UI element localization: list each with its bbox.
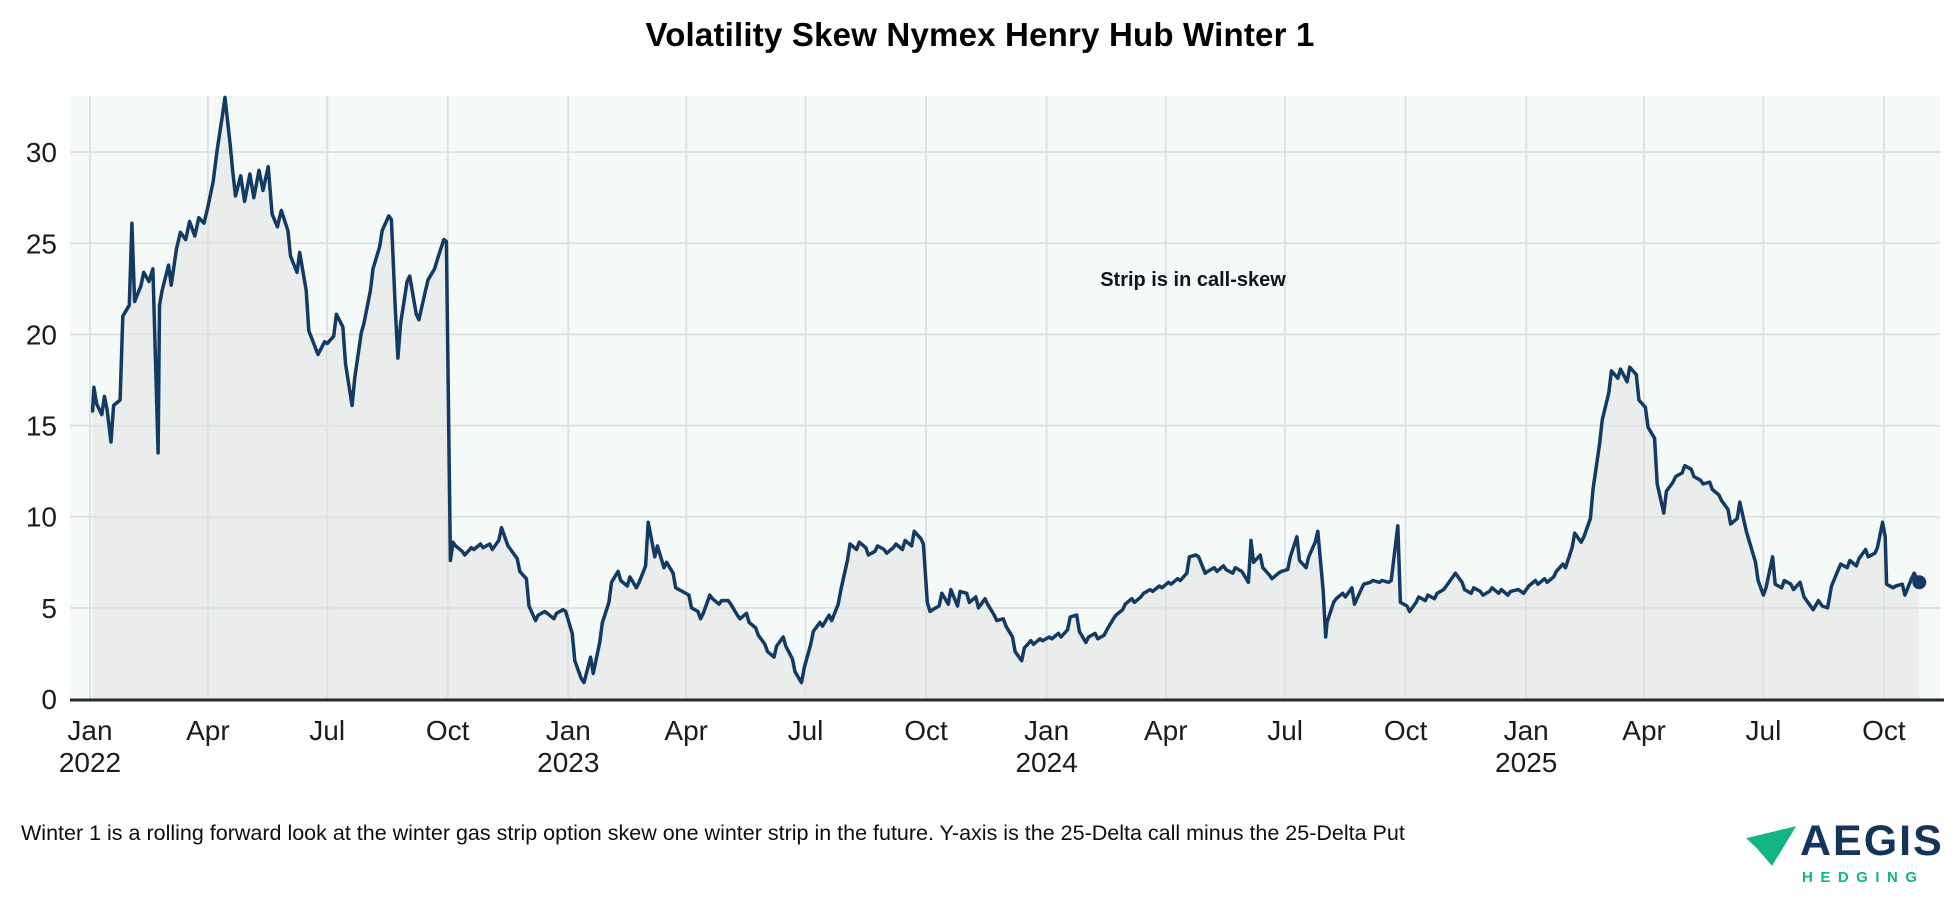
svg-text:Jul: Jul <box>1267 715 1303 746</box>
svg-text:Oct: Oct <box>1862 715 1906 746</box>
svg-text:Jan: Jan <box>546 715 591 746</box>
aegis-logo-row: AEGIS <box>1746 820 1956 868</box>
svg-text:30: 30 <box>26 137 57 168</box>
call-skew-annotation: Strip is in call-skew <box>1100 269 1286 291</box>
svg-text:Oct: Oct <box>426 715 470 746</box>
svg-text:Jan: Jan <box>67 715 112 746</box>
svg-text:2023: 2023 <box>537 747 599 778</box>
svg-text:Apr: Apr <box>664 715 708 746</box>
svg-text:25: 25 <box>26 228 57 259</box>
svg-text:Oct: Oct <box>904 715 948 746</box>
svg-text:Apr: Apr <box>186 715 230 746</box>
svg-text:15: 15 <box>26 411 57 442</box>
svg-text:Jan: Jan <box>1024 715 1069 746</box>
aegis-wordmark: AEGIS <box>1800 817 1944 865</box>
chart-title: Volatility Skew Nymex Henry Hub Winter 1 <box>645 16 1315 53</box>
svg-text:20: 20 <box>26 319 57 350</box>
svg-text:10: 10 <box>26 502 57 533</box>
svg-text:Jul: Jul <box>309 715 345 746</box>
footnote-text: Winter 1 is a rolling forward look at th… <box>21 821 1405 845</box>
svg-text:Oct: Oct <box>1384 715 1428 746</box>
svg-text:Jul: Jul <box>1746 715 1782 746</box>
svg-text:2025: 2025 <box>1495 747 1557 778</box>
svg-text:0: 0 <box>41 684 57 715</box>
svg-text:2022: 2022 <box>59 747 121 778</box>
svg-text:Apr: Apr <box>1622 715 1666 746</box>
aegis-flag-icon <box>1746 826 1797 866</box>
svg-text:Apr: Apr <box>1144 715 1188 746</box>
svg-text:5: 5 <box>41 593 57 624</box>
svg-text:Jul: Jul <box>788 715 824 746</box>
aegis-logo: AEGIS HEDGING <box>1746 820 1956 886</box>
aegis-sub-wordmark: HEDGING <box>1802 869 1925 886</box>
svg-text:Jan: Jan <box>1504 715 1549 746</box>
svg-text:2024: 2024 <box>1015 747 1077 778</box>
